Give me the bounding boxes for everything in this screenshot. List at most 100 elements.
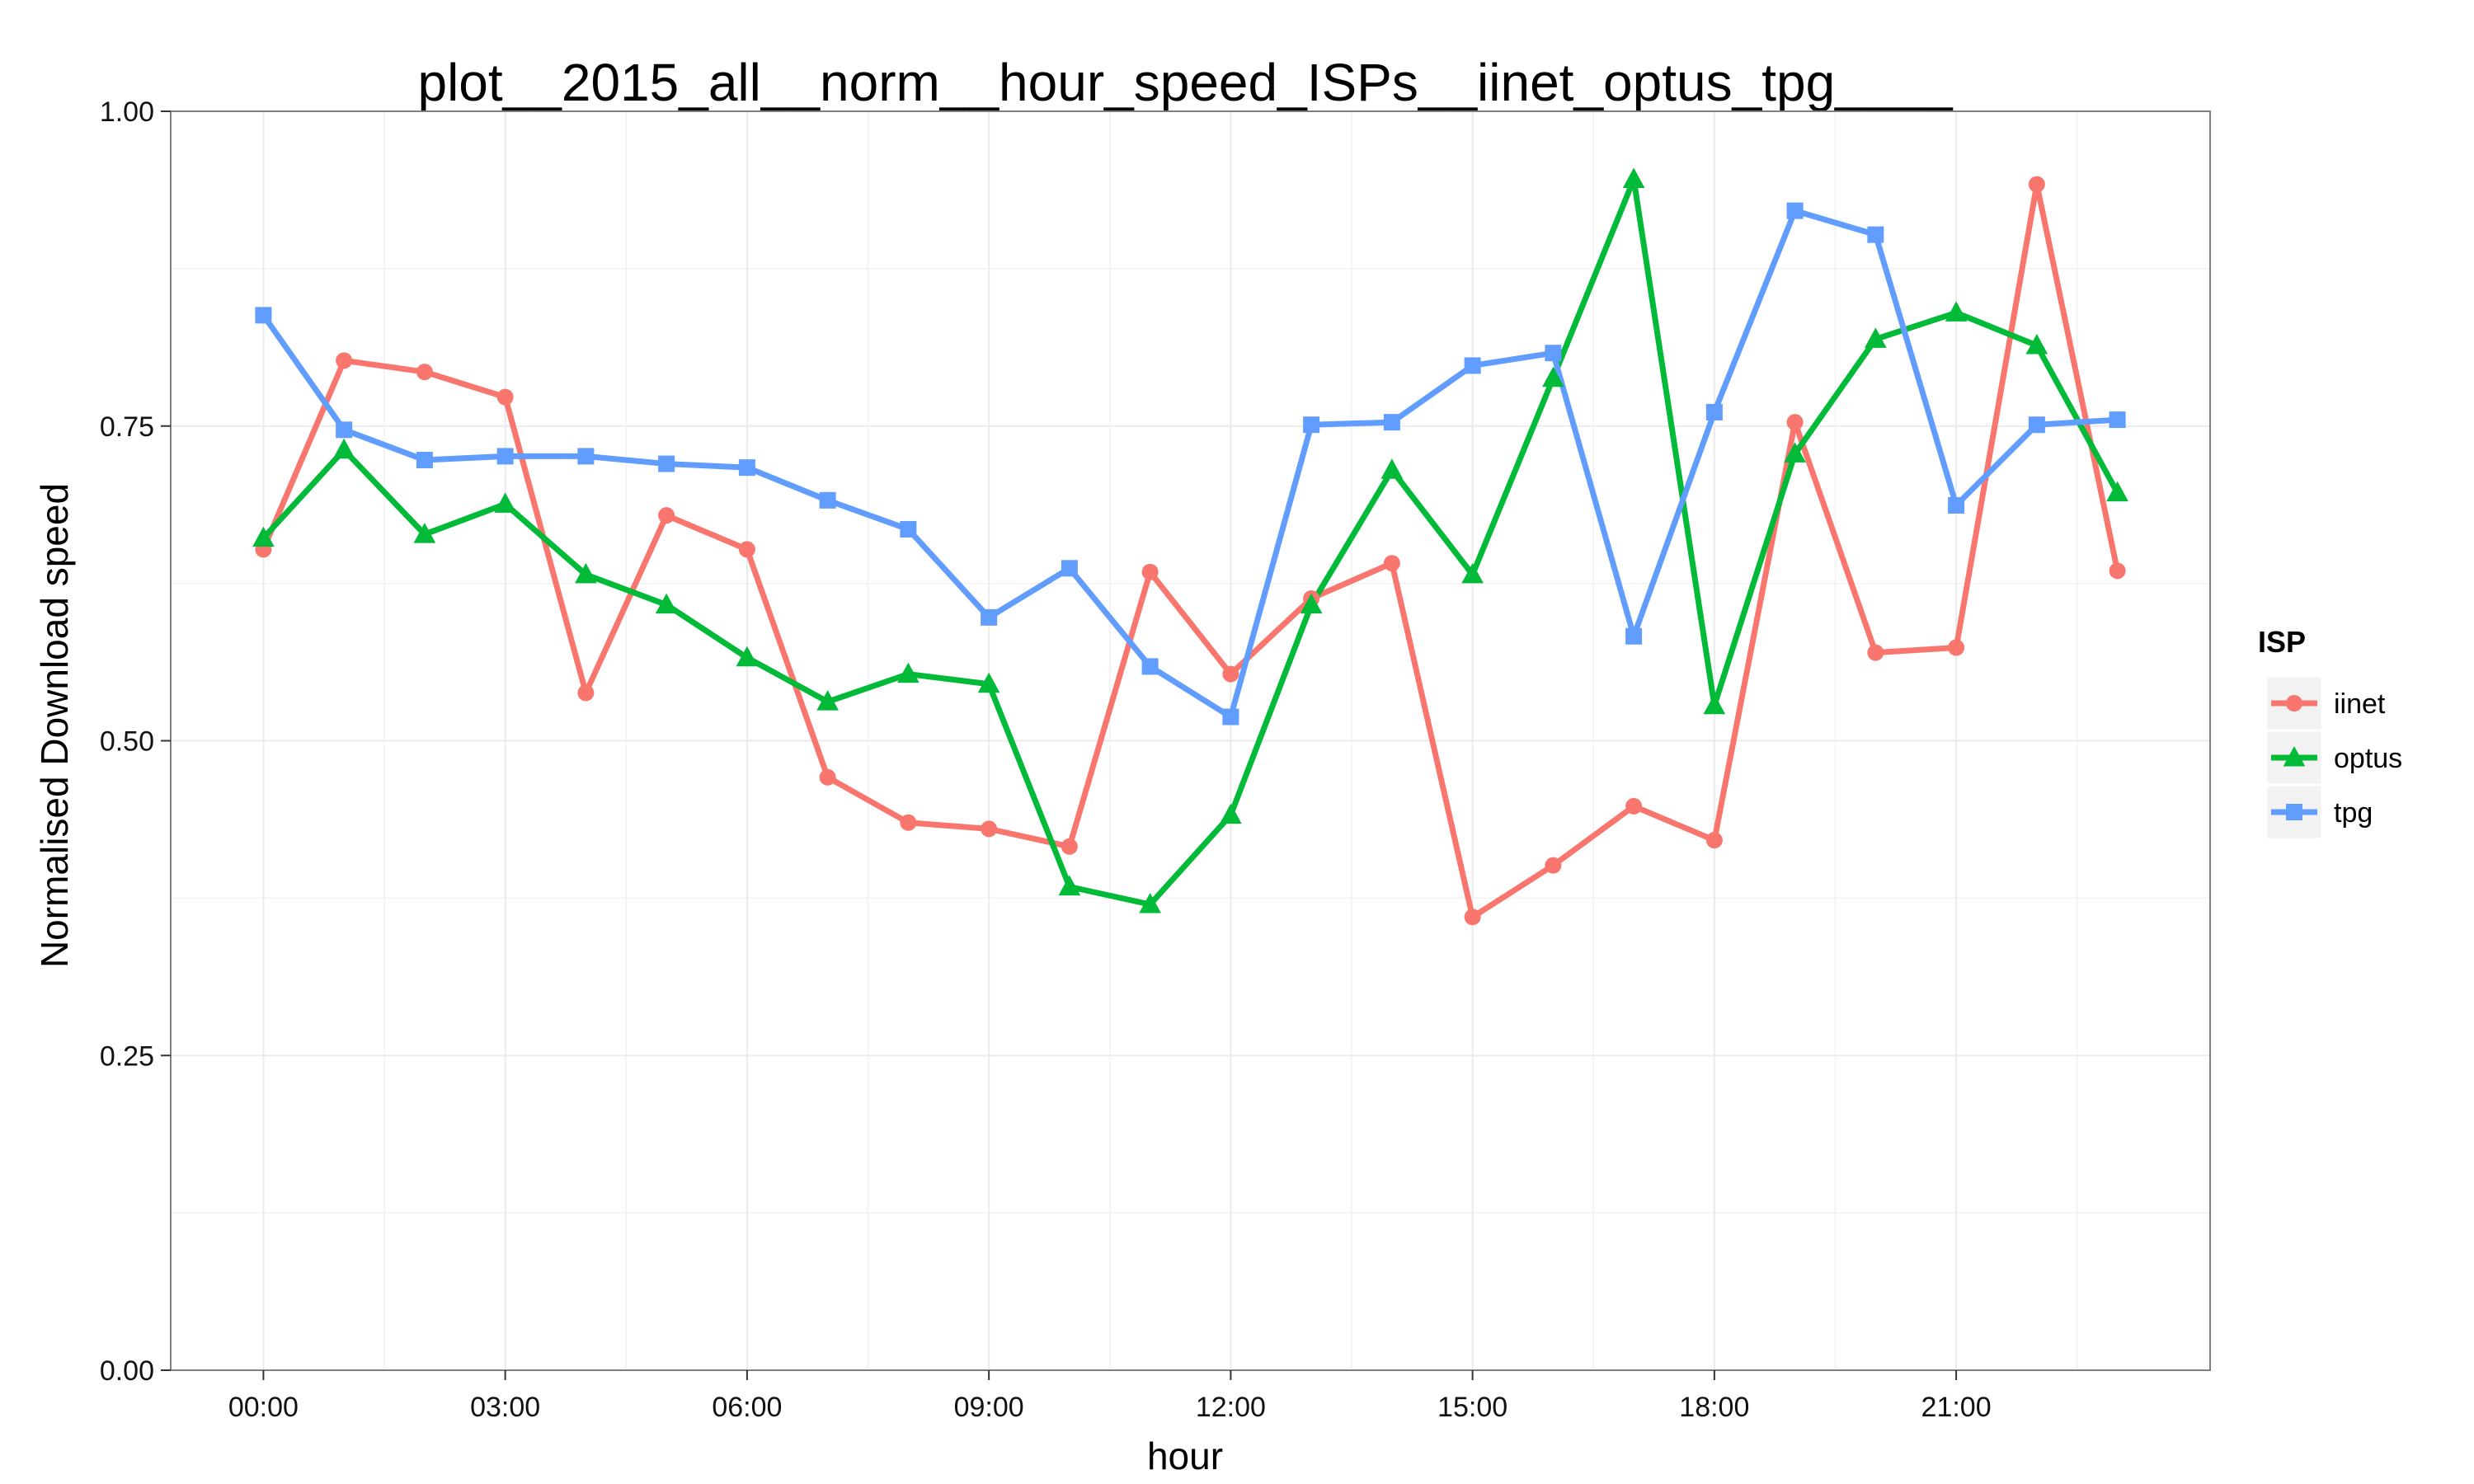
data-point-tpg — [2028, 416, 2045, 434]
data-point-optus — [1865, 327, 1887, 348]
data-point-iinet — [2028, 176, 2045, 193]
data-point-optus — [2106, 481, 2128, 502]
data-point-tpg — [1464, 357, 1481, 374]
data-point-iinet — [1705, 832, 1723, 849]
data-point-iinet — [1867, 644, 1884, 661]
data-point-tpg — [336, 421, 353, 439]
data-point-tpg — [819, 491, 836, 509]
data-point-tpg — [738, 459, 755, 477]
x-tick-label: 15:00 — [1437, 1392, 1507, 1423]
chart-title: plot__2015_all__norm__hour_speed_ISPs__i… — [417, 53, 1953, 112]
data-point-iinet — [416, 364, 433, 381]
data-point-iinet — [577, 684, 595, 702]
data-point-tpg — [1786, 202, 1804, 219]
data-point-tpg — [255, 307, 272, 324]
data-point-optus — [575, 562, 597, 584]
y-tick-label: 0.50 — [100, 726, 154, 758]
data-point-optus — [736, 646, 759, 667]
data-point-tpg — [1141, 658, 1159, 675]
data-point-tpg — [1061, 560, 1078, 577]
legend-label: optus — [2334, 743, 2402, 774]
x-axis-title: hour — [1147, 1435, 1223, 1477]
legend: ISP iinet optus tpg — [2258, 625, 2402, 841]
data-point-tpg — [1545, 345, 1562, 362]
data-point-iinet — [1625, 797, 1643, 815]
data-point-optus — [494, 492, 516, 513]
data-point-tpg — [658, 455, 675, 472]
series-line-tpg — [260, 208, 2121, 720]
data-point-optus — [1380, 458, 1404, 479]
legend-key-marker — [2286, 695, 2302, 711]
series-line-optus — [260, 176, 2121, 908]
data-point-optus — [1058, 875, 1081, 896]
data-point-iinet — [981, 820, 998, 838]
data-point-optus — [1300, 593, 1323, 614]
data-point-optus — [816, 690, 839, 711]
data-point-iinet — [336, 352, 353, 369]
y-axis-title: Normalised Download speed — [33, 483, 76, 968]
x-tick-label: 09:00 — [954, 1392, 1024, 1423]
legend-item-tpg: tpg — [2265, 783, 2373, 841]
plot-area: 0.00 0.25 0.50 0.75 1.00 00:00 03:00 06:00 09:00… — [100, 96, 2211, 1423]
y-tick-label: 0.00 — [100, 1355, 154, 1387]
data-point-optus — [1139, 893, 1161, 913]
data-point-tpg — [1625, 627, 1643, 645]
x-tick-label: 06:00 — [712, 1392, 782, 1423]
data-point-tpg — [1303, 416, 1320, 434]
y-tick-label: 0.75 — [100, 411, 154, 443]
data-point-optus — [1703, 693, 1726, 715]
legend-key-marker — [2283, 746, 2306, 767]
data-point-optus — [252, 526, 275, 547]
data-point-iinet — [1383, 555, 1400, 572]
y-tick-label: 1.00 — [100, 96, 154, 128]
data-point-optus — [1784, 442, 1806, 463]
data-point-iinet — [2109, 562, 2126, 580]
data-point-tpg — [2109, 411, 2126, 429]
legend-label: iinet — [2334, 688, 2386, 720]
data-point-optus — [413, 523, 436, 543]
data-point-tpg — [1948, 496, 1965, 514]
data-point-optus — [1945, 301, 1968, 322]
data-point-tpg — [981, 608, 998, 626]
data-point-iinet — [819, 768, 836, 786]
data-point-tpg — [577, 448, 595, 465]
x-tick-label: 00:00 — [228, 1392, 299, 1423]
data-point-optus — [897, 662, 920, 683]
legend-item-optus: optus — [2265, 729, 2402, 787]
x-tick-label: 18:00 — [1679, 1392, 1749, 1423]
data-point-tpg — [1705, 403, 1723, 420]
data-point-tpg — [1383, 414, 1400, 431]
data-point-iinet — [738, 541, 755, 558]
legend-label: tpg — [2334, 797, 2373, 829]
data-point-optus — [1461, 562, 1484, 584]
data-point-iinet — [1141, 563, 1159, 580]
data-point-tpg — [1222, 708, 1239, 726]
data-point-tpg — [900, 520, 917, 538]
x-tick-label: 03:00 — [470, 1392, 540, 1423]
data-point-iinet — [900, 814, 917, 831]
data-point-optus — [2025, 334, 2048, 355]
x-tick-label: 12:00 — [1196, 1392, 1266, 1423]
data-point-optus — [1622, 167, 1645, 188]
data-point-iinet — [1464, 909, 1481, 926]
legend-key-marker — [2286, 804, 2302, 820]
data-point-tpg — [1867, 226, 1884, 243]
data-point-iinet — [1786, 414, 1804, 431]
data-point-iinet — [658, 507, 675, 524]
data-point-iinet — [1948, 639, 1965, 656]
data-point-optus — [1220, 803, 1242, 824]
data-point-iinet — [1222, 665, 1239, 683]
data-point-tpg — [416, 451, 433, 468]
data-point-iinet — [1545, 857, 1562, 874]
data-point-optus — [1542, 366, 1564, 387]
data-point-iinet — [1061, 838, 1078, 855]
data-point-optus — [332, 438, 355, 459]
x-tick-label: 21:00 — [1921, 1392, 1992, 1423]
data-point-iinet — [496, 388, 514, 406]
legend-item-iinet: iinet — [2265, 674, 2386, 732]
data-point-optus — [977, 672, 1000, 693]
legend-title: ISP — [2258, 625, 2306, 659]
series-line-iinet — [260, 181, 2121, 920]
